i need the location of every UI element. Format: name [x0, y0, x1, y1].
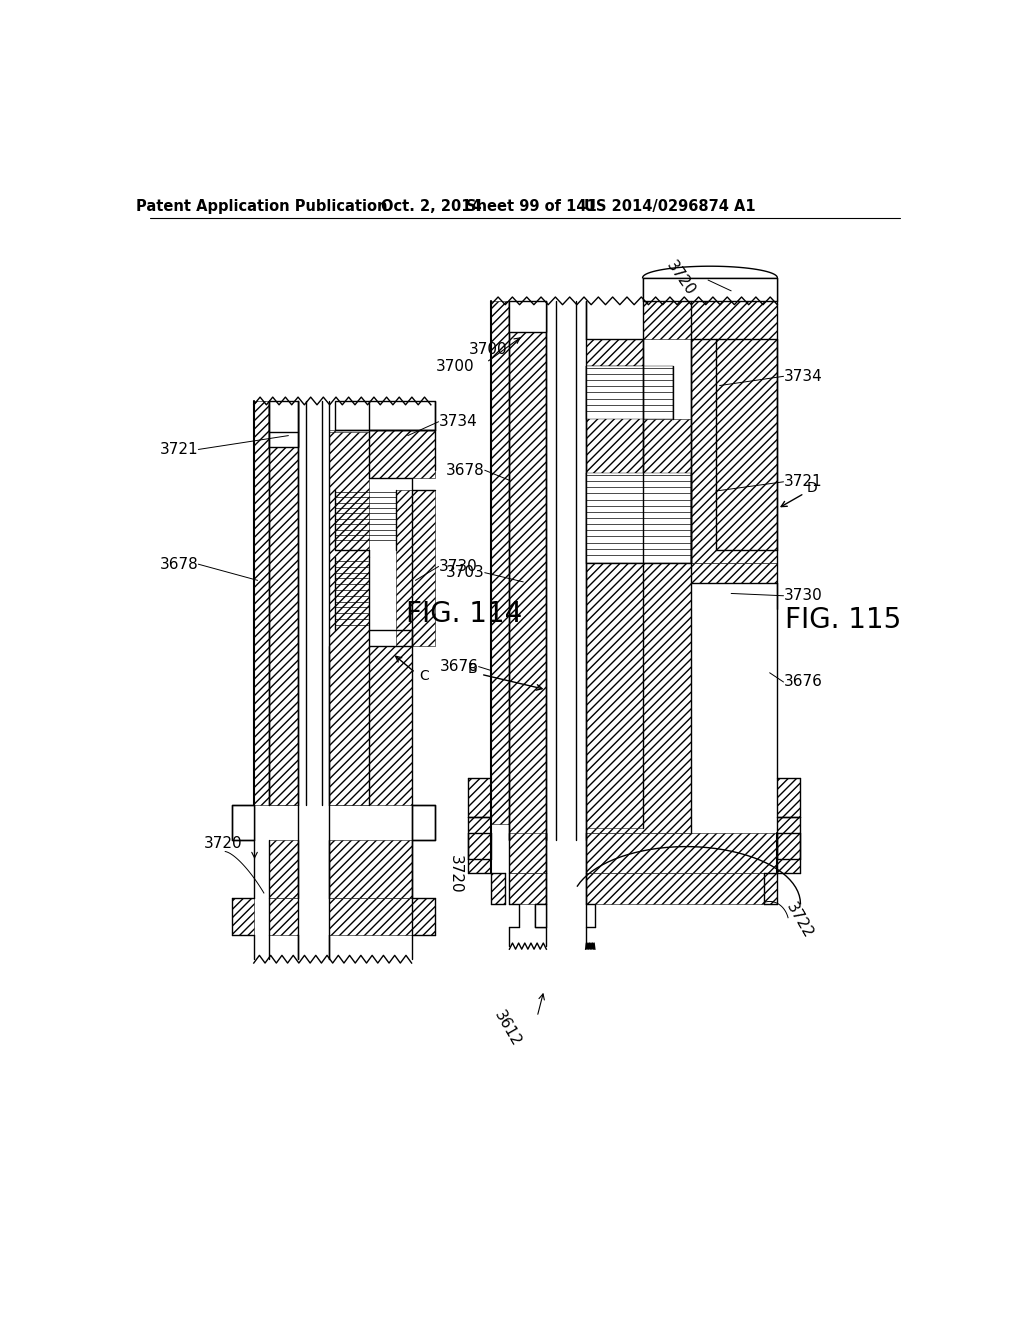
Text: 3703: 3703 — [446, 565, 484, 581]
Bar — [586, 564, 691, 833]
Text: B: B — [467, 661, 477, 676]
Bar — [412, 805, 435, 840]
Bar — [396, 490, 435, 645]
Bar — [468, 817, 490, 859]
Bar — [269, 898, 298, 935]
Bar — [330, 430, 335, 631]
Text: Oct. 2, 2014: Oct. 2, 2014 — [381, 198, 481, 214]
Text: 3676: 3676 — [783, 675, 822, 689]
Text: US 2014/0296874 A1: US 2014/0296874 A1 — [584, 198, 756, 214]
Text: 3721: 3721 — [783, 474, 822, 490]
Bar — [777, 779, 801, 817]
Text: D: D — [807, 480, 817, 495]
Bar — [509, 301, 547, 331]
Bar — [586, 873, 764, 904]
Bar — [330, 645, 412, 805]
Text: 3612: 3612 — [490, 1008, 523, 1049]
Bar — [490, 873, 505, 904]
Text: Patent Application Publication: Patent Application Publication — [136, 198, 387, 214]
Text: FIG. 114: FIG. 114 — [407, 601, 522, 628]
Text: 3678: 3678 — [446, 463, 484, 478]
Bar — [335, 401, 435, 430]
Text: 3720: 3720 — [204, 836, 243, 851]
Text: 3722: 3722 — [783, 900, 816, 941]
Bar — [643, 277, 777, 301]
Bar — [232, 898, 254, 935]
Text: Sheet 99 of 141: Sheet 99 of 141 — [466, 198, 596, 214]
Bar — [330, 840, 412, 898]
Bar — [586, 833, 777, 873]
Bar — [586, 367, 674, 418]
Bar — [777, 833, 801, 873]
Bar — [764, 873, 777, 904]
Bar — [269, 432, 298, 805]
Bar — [691, 339, 777, 564]
Bar — [777, 817, 801, 859]
Text: 3678: 3678 — [160, 557, 199, 572]
Bar — [330, 432, 370, 805]
Bar — [232, 805, 254, 840]
Text: 3734: 3734 — [438, 414, 477, 429]
Bar — [509, 833, 547, 873]
Bar — [269, 401, 298, 805]
Bar — [269, 401, 298, 432]
Text: 3734: 3734 — [783, 368, 822, 384]
Bar — [232, 805, 254, 840]
Text: FIG. 115: FIG. 115 — [785, 606, 901, 635]
Text: 3720: 3720 — [449, 855, 463, 894]
Text: 3700: 3700 — [436, 359, 475, 374]
Bar — [586, 418, 691, 473]
Bar — [586, 473, 691, 564]
Bar — [269, 840, 298, 898]
Text: 3721: 3721 — [160, 442, 199, 457]
Text: 3700: 3700 — [469, 342, 508, 356]
Bar — [586, 367, 643, 829]
Bar — [509, 331, 547, 840]
Text: 3676: 3676 — [439, 659, 478, 675]
Text: 3720: 3720 — [664, 257, 697, 298]
Text: C: C — [419, 669, 429, 682]
Bar — [490, 301, 509, 825]
Bar — [535, 904, 547, 927]
Bar — [586, 339, 643, 367]
Text: 3730: 3730 — [783, 589, 822, 603]
Bar — [412, 898, 435, 935]
Bar — [468, 833, 490, 873]
Bar — [412, 805, 435, 840]
Bar — [330, 898, 412, 935]
Bar — [509, 301, 547, 331]
Text: 3730: 3730 — [438, 558, 477, 574]
Bar — [468, 779, 490, 817]
Bar — [509, 873, 547, 904]
Bar — [254, 401, 269, 805]
Bar — [691, 564, 777, 582]
Bar — [509, 301, 547, 331]
Bar — [643, 301, 777, 339]
Bar — [335, 401, 435, 430]
Bar — [370, 430, 435, 478]
Bar — [269, 401, 298, 447]
